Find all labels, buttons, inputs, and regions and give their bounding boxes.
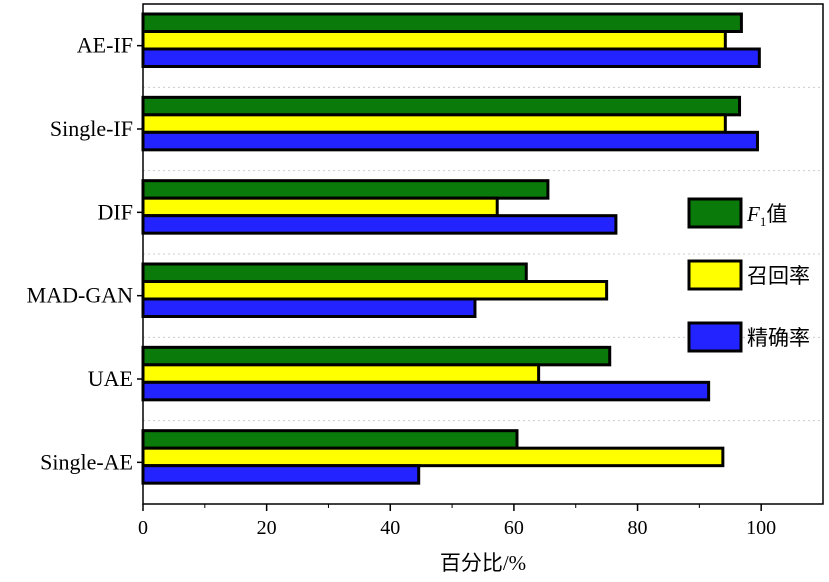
- x-tick-label: 100: [746, 517, 776, 539]
- bar-single-ae-2: [141, 446, 725, 468]
- y-axis: AE-IF Single-IF DIF MAD-GAN UAE Single-AE: [27, 33, 143, 474]
- bar-single-ae-3: [141, 464, 421, 485]
- x-tick-label: 60: [504, 517, 524, 539]
- x-tick-label: 40: [380, 517, 400, 539]
- bars-layer: [141, 12, 761, 485]
- x-tick-label: 20: [257, 517, 277, 539]
- legend-swatch: [687, 321, 743, 353]
- x-tick-label: 0: [138, 517, 148, 539]
- legend-swatch: [687, 259, 743, 291]
- x-tick-label: 80: [628, 517, 648, 539]
- bar-single-if-1: [141, 95, 742, 117]
- bar-mad-gan-1: [141, 262, 528, 283]
- bar-single-ae-1: [141, 429, 519, 450]
- bar-dif-2: [141, 196, 499, 218]
- bar-mad-gan-3: [141, 297, 477, 318]
- category-label: Single-IF: [50, 116, 133, 141]
- bar-dif-3: [141, 214, 618, 235]
- legend-swatch: [687, 197, 743, 229]
- x-axis: 0 20 40 60 80 100: [138, 504, 776, 539]
- bar-uae-1: [141, 345, 612, 367]
- legend-label: F1值: [746, 202, 787, 229]
- bar-uae-3: [141, 380, 711, 402]
- x-axis-title: 百分比/%: [440, 551, 526, 575]
- bar-ae-if-3: [141, 47, 761, 68]
- bar-ae-if-1: [141, 12, 743, 33]
- plot-frame: [142, 3, 824, 505]
- bar-mad-gan-2: [141, 280, 609, 301]
- category-label: DIF: [98, 199, 133, 224]
- legend-label: 精确率: [747, 326, 810, 350]
- category-label: MAD-GAN: [27, 283, 133, 308]
- category-label: Single-AE: [40, 449, 133, 474]
- bar-dif-1: [141, 179, 550, 200]
- bar-uae-2: [141, 363, 541, 384]
- category-label: AE-IF: [77, 33, 133, 58]
- category-label: UAE: [88, 366, 133, 391]
- legend-label: 召回率: [747, 264, 810, 288]
- bar-single-if-2: [141, 113, 727, 134]
- bar-single-if-3: [141, 130, 759, 152]
- bar-ae-if-2: [141, 30, 727, 51]
